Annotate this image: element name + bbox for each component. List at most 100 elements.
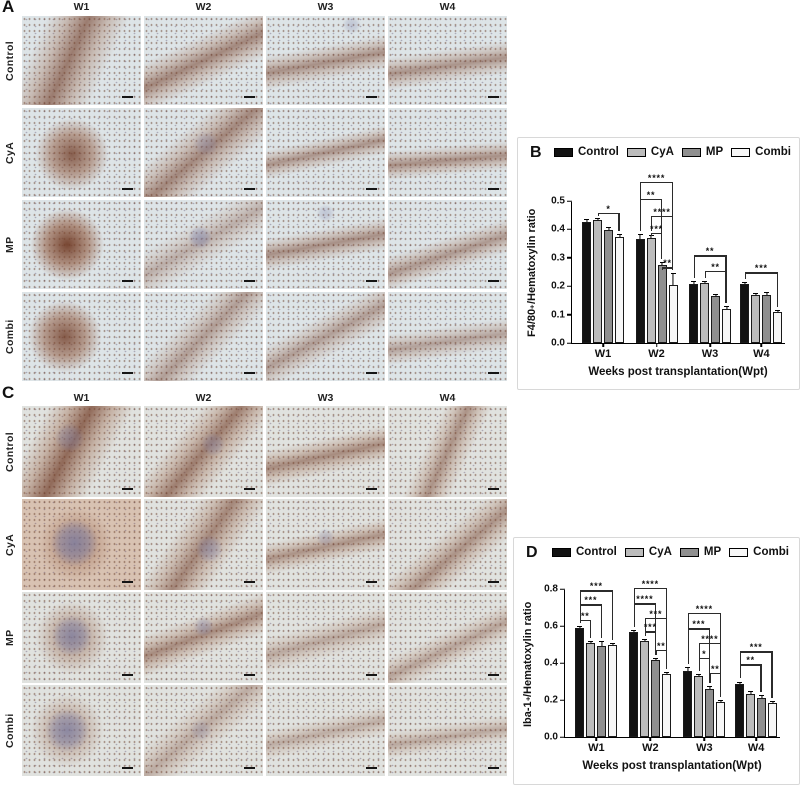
tile-strip <box>22 108 507 197</box>
panel-d-bar-chart: D Control CyA MP Combi 0.0 0.2 0.4 0.6 0.8 ** *** *… <box>513 537 800 785</box>
bracket-arm <box>600 604 602 638</box>
significance-stars: ** <box>663 258 672 269</box>
error-bar <box>707 685 713 689</box>
histology-tile <box>144 292 263 381</box>
bracket-line <box>640 182 674 184</box>
error-bar <box>759 695 765 698</box>
y-axis-tick-label: 0.1 <box>551 309 565 321</box>
histology-tile <box>144 406 263 497</box>
tile-strip <box>22 200 507 289</box>
bracket-line <box>633 587 667 589</box>
histology-tile <box>266 200 385 289</box>
bar <box>597 645 607 737</box>
column-header: W2 <box>195 1 212 13</box>
bar <box>694 676 704 737</box>
histology-tile <box>266 592 385 683</box>
x-axis-tick-label: W2 <box>642 742 659 754</box>
bracket-arm <box>618 212 620 231</box>
y-axis-tick-mark <box>560 699 565 701</box>
y-axis-tick-mark <box>567 285 572 287</box>
error-bar <box>775 309 781 312</box>
bracket-arm <box>579 590 581 623</box>
legend-label: Combi <box>755 146 791 158</box>
x-axis-tick-mark <box>602 343 604 347</box>
bar <box>762 295 772 343</box>
scale-bar <box>244 187 255 190</box>
bracket-arm <box>744 272 747 279</box>
bracket-arm <box>719 643 721 698</box>
scale-bar <box>366 487 377 490</box>
x-axis-tick-label: W2 <box>648 348 665 360</box>
scale-bar <box>122 95 133 98</box>
histology-row: Control <box>0 406 512 497</box>
column-header: W4 <box>439 392 456 404</box>
bracket-arm <box>644 631 646 637</box>
scale-bar <box>366 673 377 676</box>
x-axis-tick-mark <box>649 737 652 741</box>
plot-area: 0.0 0.2 0.4 0.6 0.8 ** *** *** W1 **** **** *** *** *… <box>544 579 780 754</box>
bar <box>651 660 661 737</box>
histology-tile <box>266 108 385 197</box>
bar <box>604 229 614 343</box>
bracket-arm <box>654 603 656 655</box>
bracket-line <box>579 619 591 622</box>
y-axis-tick-label: 0.2 <box>544 694 558 706</box>
significance-stars: ** <box>746 655 755 666</box>
scale-bar <box>366 95 377 98</box>
bar <box>751 295 761 343</box>
bar <box>705 688 715 737</box>
error-bar <box>742 281 748 284</box>
error-bar <box>577 625 583 628</box>
scale-bar <box>488 487 499 490</box>
y-axis-tick-mark <box>560 662 565 664</box>
scale-bar <box>122 766 133 769</box>
bar <box>615 236 625 343</box>
panel-a-label: A <box>2 0 15 16</box>
bracket-arm <box>660 233 663 260</box>
error-bar <box>653 658 659 660</box>
legend-item: CyA <box>624 546 672 558</box>
legend-item: CyA <box>626 146 674 158</box>
bar <box>768 703 778 737</box>
bar <box>582 222 592 343</box>
scale-bar <box>488 279 499 282</box>
histology-tile <box>388 200 507 289</box>
bracket-line <box>644 618 667 620</box>
bracket-line <box>698 658 710 660</box>
panel-c-label: C <box>2 383 15 402</box>
bar <box>711 296 721 343</box>
histology-tile <box>22 685 141 776</box>
histology-tile <box>144 16 263 105</box>
bar-group: ** ** W3 <box>689 202 732 360</box>
histology-row: Combi <box>0 685 512 776</box>
significance-stars: **** <box>695 604 713 615</box>
histology-tile <box>22 16 141 105</box>
error-bar <box>599 640 605 646</box>
error-bar <box>748 690 754 694</box>
chart-legend: Control CyA MP Combi <box>554 146 791 158</box>
scale-bar <box>488 95 499 98</box>
significance-stars: * <box>702 649 707 660</box>
tile-strip <box>22 292 507 381</box>
column-headers: W1 W2 W3 W4 <box>22 392 507 404</box>
bracket-arm <box>660 198 663 260</box>
scale-bar <box>244 580 255 583</box>
tile-strip <box>22 499 507 590</box>
panel-a-histology-grid: A W1 W2 W3 W4 Control CyA MP Combi <box>0 0 512 386</box>
legend-swatch <box>624 547 644 557</box>
y-axis-tick-label: 0.0 <box>544 731 558 743</box>
bracket-arm <box>662 267 664 271</box>
panel-b-bar-chart: B Control CyA MP Combi 0.0 0.1 0.2 0.3 0.4 0.5 * W1… <box>517 137 800 390</box>
legend-item: Combi <box>729 546 789 558</box>
y-axis-tick-label: 0.6 <box>544 620 558 632</box>
bracket-line <box>709 672 721 675</box>
row-label: MP <box>4 629 16 646</box>
bracket-line <box>687 628 710 630</box>
row-label: Combi <box>4 713 16 748</box>
scale-bar <box>244 766 255 769</box>
bracket-arm <box>671 267 674 271</box>
row-label: Combi <box>4 319 16 354</box>
x-axis-tick-label: W3 <box>701 348 719 360</box>
bracket-arm <box>651 233 653 237</box>
bar <box>722 308 732 343</box>
